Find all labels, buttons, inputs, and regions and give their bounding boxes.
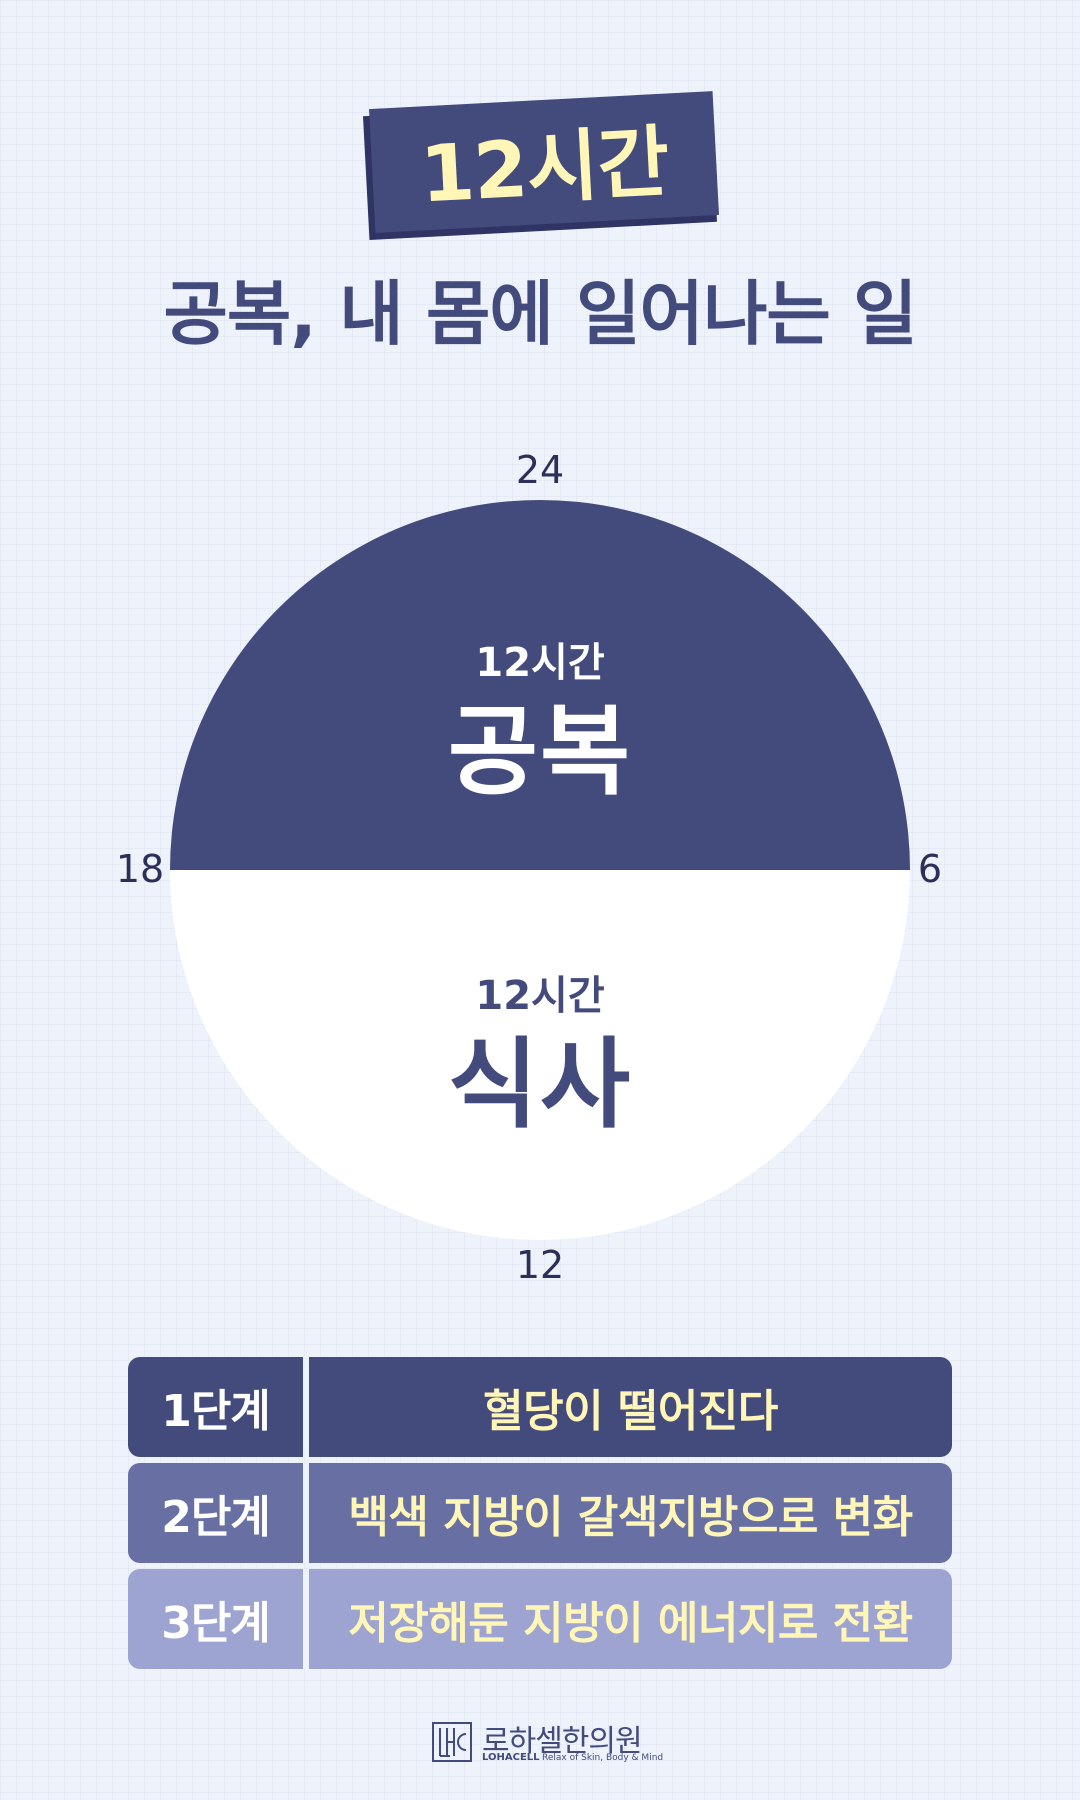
brand-name: 로하셀한의원 <box>482 1724 643 1759</box>
clock-label-bottom: 12 <box>515 1243 565 1287</box>
stage-row-1: 1단계 혈당이 떨어진다 <box>128 1357 952 1457</box>
clock-circle <box>170 500 910 1240</box>
lohacell-logo-icon <box>432 1722 472 1762</box>
stage-description: 백색 지방이 갈색지방으로 변화 <box>309 1463 952 1563</box>
brand-tagline: Relax of Skin, Body & Mind <box>542 1753 664 1763</box>
stage-label: 2단계 <box>128 1463 303 1563</box>
page-title: 공복, 내 몸에 일어나는 일 <box>163 273 917 355</box>
clock-label-right: 6 <box>917 847 943 891</box>
fasting-duration: 12시간 <box>475 640 605 686</box>
stage-row-2: 2단계 백색 지방이 갈색지방으로 변화 <box>128 1463 952 1563</box>
stage-description: 혈당이 떨어진다 <box>309 1357 952 1457</box>
stage-description: 저장해둔 지방이 에너지로 전환 <box>309 1569 952 1669</box>
eating-label: 식사 <box>447 1028 633 1142</box>
row-divider <box>303 1569 309 1669</box>
clock-label-left: 18 <box>115 847 165 891</box>
stage-label: 1단계 <box>128 1357 303 1457</box>
title-badge-text: 12시간 <box>418 117 671 221</box>
clock-label-top: 24 <box>515 448 565 492</box>
stage-label: 3단계 <box>128 1569 303 1669</box>
stage-row-3: 3단계 저장해둔 지방이 에너지로 전환 <box>128 1569 952 1669</box>
eating-half <box>170 870 910 1240</box>
fasting-label: 공복 <box>447 695 633 809</box>
row-divider <box>303 1463 309 1563</box>
row-divider <box>303 1357 309 1457</box>
eating-duration: 12시간 <box>475 973 605 1019</box>
brand-name-en: LOHACELL <box>482 1752 540 1763</box>
title-badge: 12시간 <box>368 91 720 233</box>
fasting-half <box>170 500 910 870</box>
